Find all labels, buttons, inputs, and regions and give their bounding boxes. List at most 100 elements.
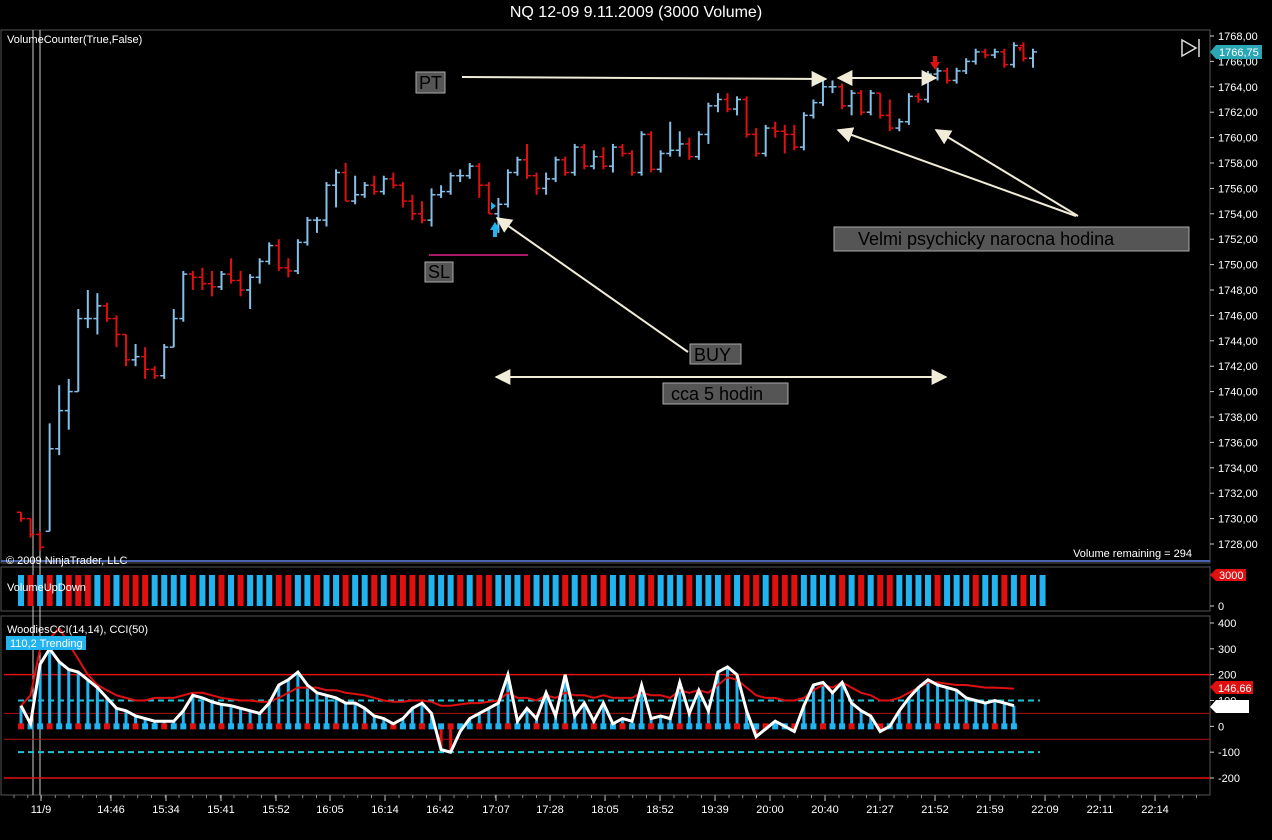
cci-zero-marker — [409, 723, 416, 730]
volume-bar — [237, 575, 244, 606]
x-tick-label: 21:27 — [866, 804, 894, 816]
volume-bar — [84, 575, 91, 606]
cci-tick-label: 0 — [1218, 721, 1224, 733]
cci-zero-marker — [313, 723, 320, 730]
cci-slow-line — [20, 626, 1014, 707]
cci-zero-marker — [132, 723, 139, 730]
volume-bar — [361, 575, 368, 606]
cci-indicator-label: WoodiesCCI(14,14), CCI(50) — [7, 624, 148, 636]
x-tick-label: 16:05 — [316, 804, 344, 816]
cci-zero-marker — [466, 723, 473, 730]
price-bar — [102, 302, 111, 322]
cci-zero-marker — [524, 723, 530, 730]
cci-fast-line — [19, 646, 1015, 754]
volume-last-badge: 3000 — [1210, 569, 1246, 582]
volume-bar — [418, 575, 425, 606]
price-tick-label: 1734,00 — [1218, 463, 1258, 475]
cci-tick-label: 300 — [1218, 644, 1236, 656]
volume-bar — [294, 575, 301, 606]
volume-bar — [963, 575, 970, 606]
price-bar — [589, 150, 598, 170]
price-bar — [962, 58, 971, 75]
price-bar — [914, 93, 923, 103]
price-tick-label: 1746,00 — [1218, 310, 1258, 322]
scroll-to-end-icon[interactable] — [1181, 38, 1200, 58]
price-bar — [417, 201, 426, 224]
sl-label: SL — [428, 262, 450, 282]
price-tick-label: 1740,00 — [1218, 387, 1258, 399]
cci-zero-marker — [810, 723, 817, 730]
price-tick-label: 1732,00 — [1218, 488, 1258, 500]
price-bar — [246, 274, 255, 310]
price-bar — [637, 131, 646, 176]
price-tick-label: 1756,00 — [1218, 183, 1258, 195]
volume-bar — [132, 575, 139, 606]
price-bar — [828, 80, 837, 94]
volume-bar — [819, 575, 826, 606]
cci-zero-marker — [877, 723, 884, 730]
chart-title: NQ 12-09 9.11.2009 (3000 Volume) — [509, 4, 763, 21]
volume-bar — [103, 575, 110, 606]
buy-label-box — [689, 343, 742, 365]
price-tick-label: 1742,00 — [1218, 361, 1258, 373]
volume-bar — [924, 575, 931, 606]
price-bar — [398, 182, 407, 208]
price-bar — [93, 293, 102, 335]
volume-bar — [399, 575, 406, 606]
volume-bar — [457, 575, 464, 606]
volume-bar — [934, 575, 941, 606]
price-tick-label: 1758,00 — [1218, 158, 1258, 170]
trending-badge: 110,2 Trending — [10, 638, 83, 650]
volume-bar — [800, 575, 807, 606]
x-tick-label: 16:14 — [371, 804, 399, 816]
cci-zero-marker — [609, 723, 616, 730]
cci-zero-marker — [65, 723, 72, 730]
comment-arrow-1 — [836, 127, 1077, 217]
cci-zero-marker — [37, 723, 44, 730]
price-bar — [341, 163, 350, 202]
x-tick-label: 11/9 — [31, 804, 52, 816]
cci-zero-marker — [543, 723, 550, 730]
price-tick-label: 1730,00 — [1218, 514, 1258, 526]
cci-zero-marker — [352, 723, 359, 730]
cci-zero-marker — [103, 723, 110, 730]
volume-bar — [991, 575, 998, 606]
volume-bar — [982, 575, 989, 606]
price-bar — [885, 99, 894, 132]
x-tick-label: 22:14 — [1141, 804, 1169, 816]
cci-zero-marker — [562, 723, 569, 730]
price-bar — [303, 216, 312, 246]
cci-zero-marker — [667, 723, 674, 730]
cci-tick-label: 400 — [1218, 618, 1236, 630]
price-bar — [532, 172, 541, 195]
x-tick-label: 20:00 — [756, 804, 784, 816]
volume-bar — [199, 575, 206, 606]
svg-text:146,66: 146,66 — [1218, 683, 1252, 695]
price-bar — [561, 156, 570, 176]
cci-zero-marker — [228, 723, 235, 730]
price-bar — [599, 147, 608, 170]
volume-bar — [638, 575, 645, 606]
cci-zero-marker — [991, 723, 998, 730]
price-bar — [284, 258, 293, 278]
price-tick-label: 1744,00 — [1218, 336, 1258, 348]
price-bar — [1000, 48, 1009, 68]
price-bar — [475, 163, 484, 198]
price-bar — [570, 143, 579, 176]
price-bar — [465, 163, 474, 179]
price-bar — [312, 216, 321, 233]
cci-zero-marker — [485, 723, 492, 730]
price-tick-label: 1764,00 — [1218, 82, 1258, 94]
cci-zero-marker — [858, 723, 865, 730]
x-tick-label: 15:41 — [207, 804, 235, 816]
price-bar — [255, 258, 264, 284]
volume-bar — [142, 575, 149, 606]
price-tick-label: 1768,00 — [1218, 31, 1258, 43]
price-bar — [790, 124, 799, 151]
cci-zero-marker — [972, 723, 979, 730]
sell-arrow-icon-2 — [1018, 47, 1022, 52]
pt-arrow — [461, 70, 828, 87]
cci-tick-label: 200 — [1218, 670, 1236, 682]
x-tick-label: 22:09 — [1031, 804, 1059, 816]
